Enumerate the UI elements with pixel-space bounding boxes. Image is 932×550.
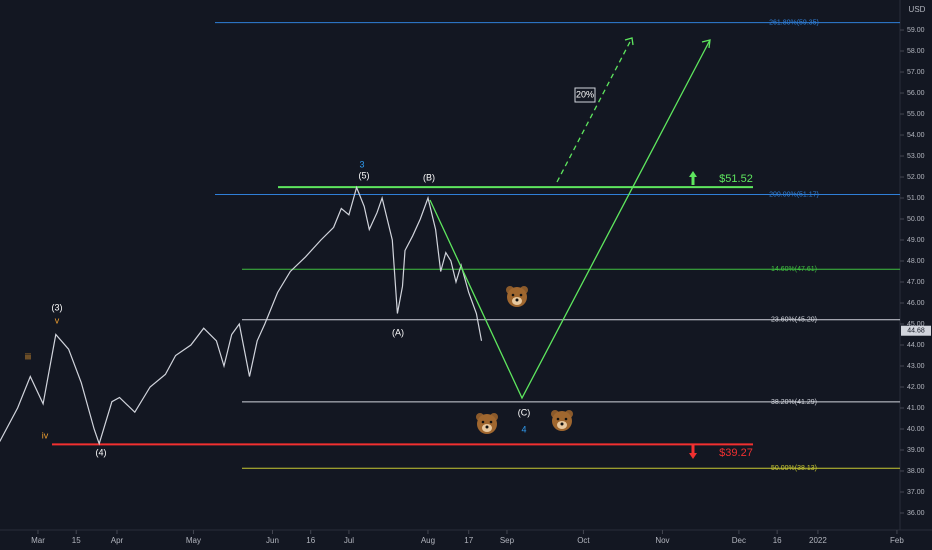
fib-label: 200.00%(51.17) <box>769 191 819 198</box>
y-tick-label: 48.00 <box>907 258 925 265</box>
x-tick-label: 16 <box>773 536 782 545</box>
y-tick-label: 54.00 <box>907 132 925 139</box>
x-tick-label: Jul <box>344 536 354 545</box>
bear-eye <box>511 293 515 297</box>
y-tick-label: 56.00 <box>907 90 925 97</box>
x-tick-label: May <box>186 536 201 545</box>
y-tick-label: 39.00 <box>907 447 925 454</box>
x-tick-label: 16 <box>306 536 315 545</box>
x-tick-label: Jun <box>266 536 279 545</box>
wave-label: (4) <box>96 447 107 457</box>
wave-label: (B) <box>423 172 435 182</box>
currency: USD <box>909 5 926 14</box>
target-label: $51.52 <box>719 173 753 185</box>
target-label: $39.27 <box>719 447 753 459</box>
price-line <box>0 185 483 446</box>
bear-nose <box>515 298 519 302</box>
projection-box <box>574 87 596 103</box>
fib-label: 14.60%(47.61) <box>771 266 817 273</box>
projection-head <box>701 39 711 49</box>
bear-eye <box>564 417 568 421</box>
y-tick-label: 45.00 <box>907 321 925 328</box>
y-tick-label: 43.00 <box>907 363 925 370</box>
y-tick-label: 55.00 <box>907 111 925 118</box>
x-tick-label: 15 <box>72 536 81 545</box>
wave-label: (C) <box>518 407 531 417</box>
fib-label: 261.80%(59.35) <box>769 20 819 27</box>
wave-label: iv <box>42 430 49 440</box>
bear-nose <box>485 425 489 429</box>
x-tick-label: Oct <box>577 536 590 545</box>
wave-label: 3 <box>359 159 364 169</box>
y-tick-label: 49.00 <box>907 237 925 244</box>
wave-label: v <box>55 315 60 325</box>
x-tick-label: Aug <box>421 536 435 545</box>
x-tick-label: Feb <box>890 536 904 545</box>
bear-eye <box>556 417 560 421</box>
y-tick-label: 46.00 <box>907 300 925 307</box>
wave-label: (3) <box>52 302 63 312</box>
bear-eye <box>519 293 523 297</box>
wave-label: (5) <box>359 170 370 180</box>
y-tick-label: 38.00 <box>907 468 925 475</box>
x-tick-label: Nov <box>655 536 669 545</box>
x-tick-label: 2022 <box>809 536 827 545</box>
projection-dashed-head <box>624 37 634 46</box>
bear-eye <box>489 420 493 424</box>
y-tick-label: 42.00 <box>907 384 925 391</box>
last-price-label: 44.68 <box>907 328 925 335</box>
wave-label: iii <box>25 351 31 361</box>
bear-icon <box>476 413 498 434</box>
x-tick-label: Dec <box>732 536 746 545</box>
projection <box>429 39 711 400</box>
x-tick-label: Mar <box>31 536 45 545</box>
wave-label: (A) <box>392 327 404 337</box>
wave-label: 4 <box>521 424 526 434</box>
fib-label: 38.20%(41.29) <box>771 399 817 406</box>
y-tick-label: 37.00 <box>907 489 925 496</box>
y-tick-label: 53.00 <box>907 153 925 160</box>
last-price-tag <box>901 325 931 336</box>
projection-dashed <box>556 37 633 183</box>
fib-label: 50.00%(38.13) <box>771 465 817 472</box>
x-tick-label: 17 <box>464 536 473 545</box>
projection-label: 20% <box>576 89 594 99</box>
bear-nose <box>560 422 564 426</box>
y-tick-label: 40.00 <box>907 426 925 433</box>
x-tick-label: Apr <box>111 536 124 545</box>
bear-eye <box>481 420 485 424</box>
y-tick-label: 44.00 <box>907 342 925 349</box>
fib-label: 23.60%(45.20) <box>771 317 817 324</box>
down-arrow <box>689 445 697 459</box>
y-tick-label: 59.00 <box>907 27 925 34</box>
up-arrow <box>689 171 697 185</box>
y-tick-label: 41.00 <box>907 405 925 412</box>
x-tick-label: Sep <box>500 536 515 545</box>
y-tick-label: 57.00 <box>907 69 925 76</box>
y-tick-label: 58.00 <box>907 48 925 55</box>
y-tick-label: 51.00 <box>907 195 925 202</box>
bear-icon <box>506 286 528 307</box>
y-tick-label: 36.00 <box>907 510 925 517</box>
bear-icon <box>551 410 573 431</box>
y-tick-label: 52.00 <box>907 174 925 181</box>
y-tick-label: 47.00 <box>907 279 925 286</box>
y-tick-label: 50.00 <box>907 216 925 223</box>
